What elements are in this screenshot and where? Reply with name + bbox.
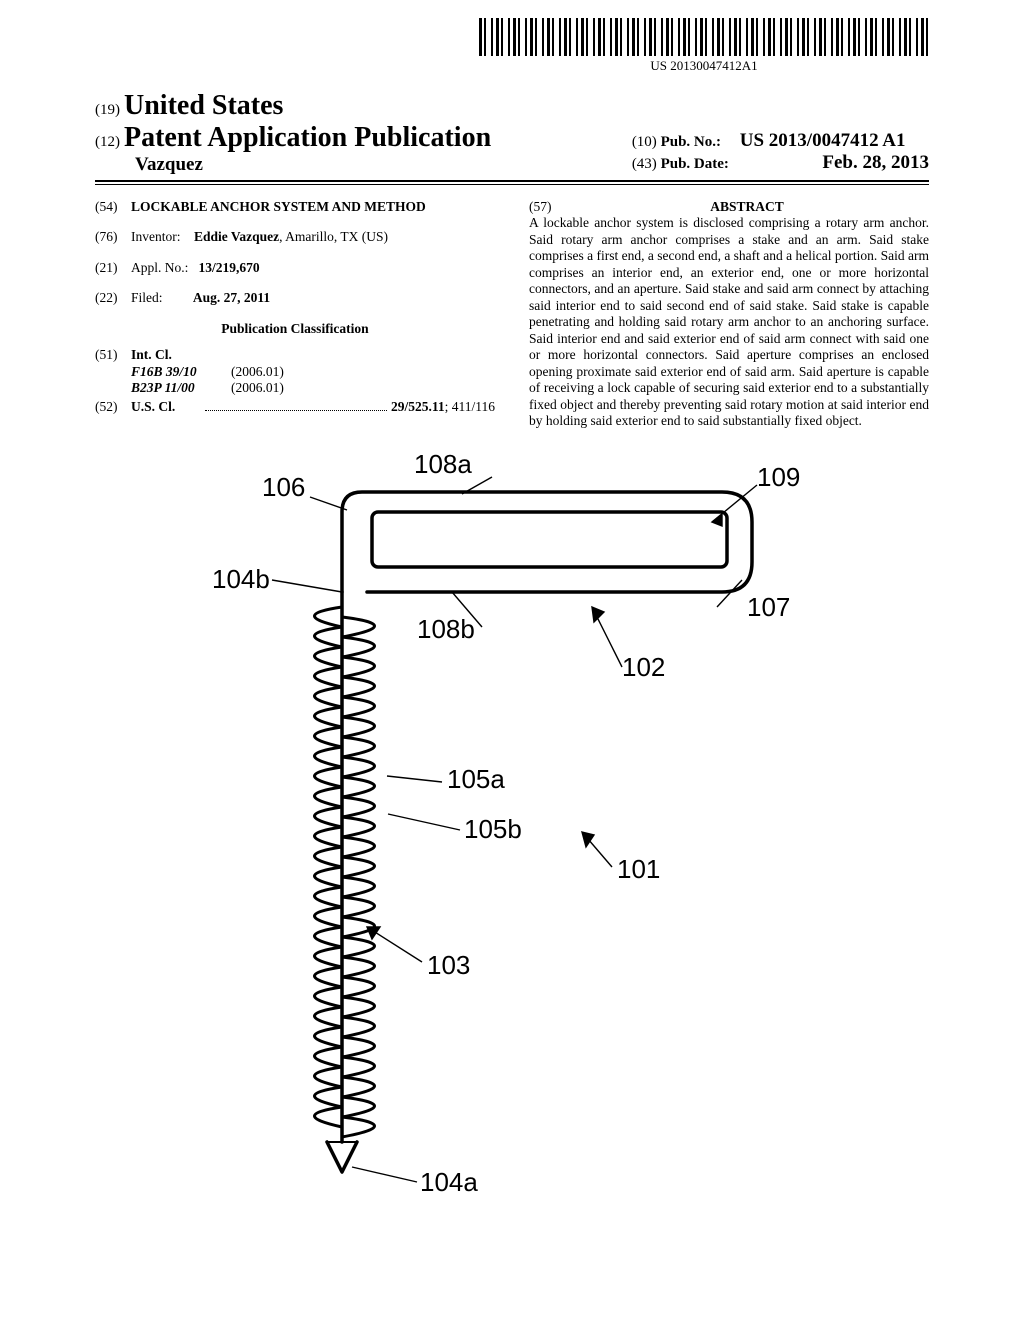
fig-label-104a: 104a: [420, 1167, 478, 1198]
fig-label-101: 101: [617, 854, 660, 885]
fig-label-105a: 105a: [447, 764, 505, 795]
inventor-name: Eddie Vazquez: [194, 229, 279, 244]
field-52: (52) U.S. Cl. 29/525.11; 411/116: [95, 399, 495, 415]
fig-label-107: 107: [747, 592, 790, 623]
intcl-0-ver: (2006.01): [231, 364, 331, 380]
code-12: (12): [95, 134, 120, 150]
pubno-label: Pub. No.:: [661, 134, 721, 150]
pubdate-label: Pub. Date:: [661, 156, 729, 172]
intcl-1-ver: (2006.01): [231, 380, 331, 396]
field-54: (54) LOCKABLE ANCHOR SYSTEM AND METHOD: [95, 199, 495, 215]
invention-title: LOCKABLE ANCHOR SYSTEM AND METHOD: [131, 199, 495, 215]
uscl-dots: [205, 399, 387, 411]
field-21: (21) Appl. No.: 13/219,670: [95, 260, 495, 276]
fig-label-103: 103: [427, 950, 470, 981]
intcl-0-code: F16B 39/10: [131, 364, 231, 380]
uscl-rest: ; 411/116: [445, 399, 495, 414]
code-22: (22): [95, 290, 131, 306]
front-page-columns: (54) LOCKABLE ANCHOR SYSTEM AND METHOD (…: [95, 199, 929, 430]
left-column: (54) LOCKABLE ANCHOR SYSTEM AND METHOD (…: [95, 199, 495, 430]
field-51: (51) Int. Cl. F16B 39/10 (2006.01) B23P …: [95, 347, 495, 396]
doc-header: (19) United States (12) Patent Applicati…: [95, 90, 929, 185]
abstract-text: A lockable anchor system is disclosed co…: [529, 215, 929, 429]
inventor-loc: , Amarillo, TX (US): [279, 229, 388, 244]
barcode: [479, 18, 929, 56]
pub-date: Feb. 28, 2013: [822, 152, 929, 173]
code-19: (19): [95, 102, 120, 118]
fig-label-108a: 108a: [414, 449, 472, 480]
fig-label-108b: 108b: [417, 614, 475, 645]
code-52: (52): [95, 399, 131, 415]
inventor-label: Inventor:: [131, 229, 181, 244]
inventor-surname: Vazquez: [135, 154, 203, 175]
intcl-label: Int. Cl.: [131, 347, 495, 363]
code-10: (10): [632, 134, 657, 150]
field-76: (76) Inventor: Eddie Vazquez, Amarillo, …: [95, 229, 495, 245]
fig-label-106: 106: [262, 472, 305, 503]
pub-class-heading: Publication Classification: [95, 321, 495, 337]
fig-label-104b: 104b: [212, 564, 270, 595]
pub-number: US 2013/0047412 A1: [740, 130, 906, 151]
filed-date: Aug. 27, 2011: [193, 290, 270, 305]
uscl-main: 29/525.11: [391, 399, 445, 414]
publication-type: Patent Application Publication: [124, 122, 491, 153]
code-54: (54): [95, 199, 131, 215]
right-column: (57) ABSTRACT A lockable anchor system i…: [529, 199, 929, 430]
barcode-block: US 20130047412A1: [479, 18, 929, 74]
code-43: (43): [632, 156, 657, 172]
abstract-heading: ABSTRACT: [565, 199, 929, 215]
filed-label: Filed:: [131, 290, 163, 305]
fig-label-102: 102: [622, 652, 665, 683]
code-21: (21): [95, 260, 131, 276]
header-rule-thin: [95, 184, 929, 185]
header-rule-thick: [95, 180, 929, 182]
patent-figure: 106 108a 109 104b 107 108b 102 105a 105b…: [192, 452, 832, 1202]
fig-label-109: 109: [757, 462, 800, 493]
field-22: (22) Filed: Aug. 27, 2011: [95, 290, 495, 306]
applno-label: Appl. No.:: [131, 260, 188, 275]
code-51: (51): [95, 347, 131, 396]
appl-number: 13/219,670: [199, 260, 260, 275]
code-76: (76): [95, 229, 131, 245]
intcl-row-1: B23P 11/00 (2006.01): [131, 380, 495, 396]
intcl-1-code: B23P 11/00: [131, 380, 231, 396]
uscl-label: U.S. Cl.: [131, 399, 201, 415]
barcode-number: US 20130047412A1: [479, 58, 929, 74]
intcl-row-0: F16B 39/10 (2006.01): [131, 364, 495, 380]
fig-label-105b: 105b: [464, 814, 522, 845]
country: United States: [124, 90, 283, 121]
code-57: (57): [529, 199, 565, 215]
